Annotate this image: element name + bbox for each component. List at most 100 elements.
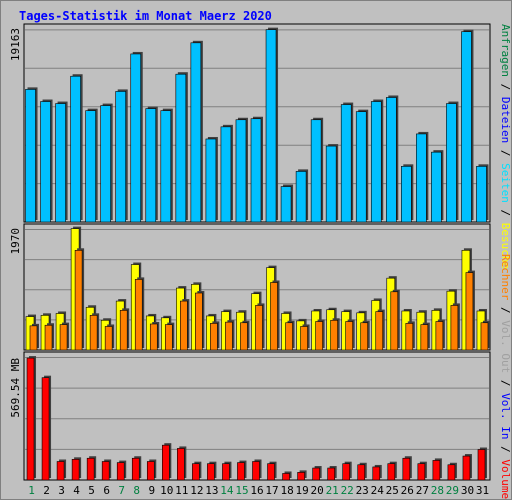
x-tick-label-day-26: 26 bbox=[401, 484, 414, 497]
bar-rechner-day-1 bbox=[29, 323, 39, 351]
bar-anfragen-day-12 bbox=[190, 40, 203, 223]
bar-volumen-day-17-face bbox=[267, 463, 275, 481]
panel-middle-series-legend: Rechner / Vol. Out / Vol. In / Volumen bbox=[499, 254, 512, 500]
bar-rechner-day-7 bbox=[119, 308, 130, 351]
bar-rechner-day-15 bbox=[240, 320, 250, 351]
bar-rechner-day-13 bbox=[210, 321, 220, 351]
bar-volumen-day-19-face bbox=[297, 472, 305, 481]
bar-anfragen-day-18 bbox=[280, 184, 294, 223]
x-tick-label-day-24: 24 bbox=[371, 484, 385, 497]
x-tick-label-day-1: 1 bbox=[28, 484, 35, 497]
bar-anfragen-day-21-face bbox=[325, 145, 337, 223]
x-tick-label-day-29: 29 bbox=[446, 484, 459, 497]
legend-separator: / bbox=[499, 77, 512, 97]
bar-rechner-day-24 bbox=[375, 309, 385, 351]
bar-anfragen-day-11-face bbox=[175, 73, 187, 223]
x-tick-label-day-3: 3 bbox=[58, 484, 65, 497]
bar-rechner-day-2-face bbox=[44, 324, 53, 351]
x-tick-label-day-16: 16 bbox=[250, 484, 263, 497]
x-tick-label-day-23: 23 bbox=[356, 484, 369, 497]
bar-volumen-day-7 bbox=[116, 460, 127, 481]
bar-volumen-day-6 bbox=[101, 459, 112, 481]
legend-rechner: Rechner bbox=[499, 254, 512, 301]
bar-volumen-day-22-face bbox=[342, 463, 350, 481]
bar-anfragen-day-13-face bbox=[205, 138, 217, 223]
bar-rechner-day-7-face bbox=[119, 310, 128, 351]
bar-anfragen-day-23 bbox=[355, 109, 369, 223]
bar-anfragen-day-5 bbox=[85, 108, 98, 223]
bar-rechner-day-17-face bbox=[270, 282, 278, 351]
bar-volumen-day-18 bbox=[282, 471, 292, 481]
bar-volumen-day-5 bbox=[86, 456, 97, 481]
bar-rechner-day-23 bbox=[360, 320, 370, 351]
bar-anfragen-day-26-face bbox=[401, 166, 412, 223]
bar-volumen-day-27-face bbox=[417, 463, 426, 481]
bar-volumen-day-26-face bbox=[402, 457, 411, 481]
legend-separator: / bbox=[499, 143, 512, 163]
bar-rechner-day-15-face bbox=[240, 322, 248, 351]
bar-rechner-day-28 bbox=[435, 319, 445, 351]
x-tick-label-day-9: 9 bbox=[148, 484, 155, 497]
legend-dateien: Dateien bbox=[499, 97, 512, 143]
bar-rechner-day-6-face bbox=[104, 326, 113, 351]
bar-anfragen-day-27 bbox=[416, 131, 429, 223]
bar-volumen-day-10-face bbox=[162, 444, 170, 481]
bar-anfragen-day-15 bbox=[235, 117, 248, 223]
bar-rechner-day-6 bbox=[104, 324, 115, 351]
bar-rechner-day-4-face bbox=[74, 249, 83, 351]
bar-volumen-day-2 bbox=[41, 375, 52, 481]
panel-top-series-legend: Anfragen / Dateien / Seiten / Besuche bbox=[499, 24, 512, 269]
bar-anfragen-day-2 bbox=[40, 99, 53, 223]
bar-volumen-day-5-face bbox=[86, 457, 95, 481]
panel-bottom-y-tick-label: 569.54 MB bbox=[9, 358, 22, 418]
legend-separator: / bbox=[499, 439, 512, 459]
bar-volumen-day-14-face bbox=[222, 463, 230, 481]
bar-volumen-day-21-face bbox=[327, 467, 335, 481]
bar-volumen-day-7-face bbox=[116, 462, 125, 481]
x-tick-label-day-5: 5 bbox=[88, 484, 95, 497]
x-tick-label-day-14: 14 bbox=[220, 484, 234, 497]
bar-anfragen-day-4-face bbox=[70, 75, 81, 223]
bar-anfragen-day-1 bbox=[25, 87, 38, 223]
bar-rechner-day-16 bbox=[255, 303, 265, 351]
bar-anfragen-day-30 bbox=[461, 29, 474, 223]
x-tick-label-day-6: 6 bbox=[103, 484, 110, 497]
bar-rechner-day-8-face bbox=[134, 279, 143, 351]
bar-anfragen-day-28 bbox=[431, 150, 444, 223]
bar-volumen-day-21 bbox=[327, 466, 337, 481]
bar-volumen-day-25 bbox=[387, 461, 397, 481]
x-tick-label-day-19: 19 bbox=[295, 484, 308, 497]
bar-anfragen-day-20 bbox=[310, 117, 324, 223]
bar-rechner-day-28-face bbox=[435, 321, 444, 351]
bar-anfragen-day-23-face bbox=[355, 111, 367, 223]
bar-anfragen-day-4 bbox=[70, 74, 83, 223]
bar-rechner-day-14-face bbox=[225, 321, 233, 351]
bar-anfragen-day-20-face bbox=[310, 119, 322, 223]
bar-anfragen-day-7-face bbox=[115, 91, 127, 223]
legend-separator: / bbox=[499, 373, 512, 393]
bar-rechner-day-19 bbox=[300, 324, 310, 351]
bar-volumen-day-14 bbox=[222, 461, 232, 481]
bar-anfragen-day-9 bbox=[145, 106, 158, 223]
bar-rechner-day-16-face bbox=[255, 305, 263, 351]
legend-volumen: Volumen bbox=[499, 459, 512, 500]
bar-volumen-day-8-face bbox=[131, 457, 140, 481]
bar-volumen-day-24 bbox=[372, 464, 382, 481]
bar-anfragen-day-8 bbox=[130, 51, 143, 223]
bar-volumen-day-11 bbox=[177, 446, 187, 481]
bar-anfragen-day-10 bbox=[160, 108, 173, 223]
bar-rechner-day-4 bbox=[74, 248, 85, 351]
x-tick-label-day-15: 15 bbox=[235, 484, 248, 497]
legend-vol-in: Vol. In bbox=[499, 393, 512, 439]
bar-rechner-day-11 bbox=[180, 299, 190, 351]
bar-rechner-day-10 bbox=[164, 322, 175, 351]
bar-anfragen-day-17 bbox=[265, 27, 279, 223]
bar-rechner-day-12 bbox=[195, 291, 205, 351]
bar-volumen-day-31-face bbox=[477, 449, 486, 481]
bar-volumen-day-28-face bbox=[432, 460, 441, 481]
bar-rechner-day-31-face bbox=[480, 322, 489, 351]
x-tick-label-day-13: 13 bbox=[205, 484, 218, 497]
bar-rechner-day-29-face bbox=[450, 305, 459, 351]
bar-rechner-day-14 bbox=[225, 320, 235, 351]
